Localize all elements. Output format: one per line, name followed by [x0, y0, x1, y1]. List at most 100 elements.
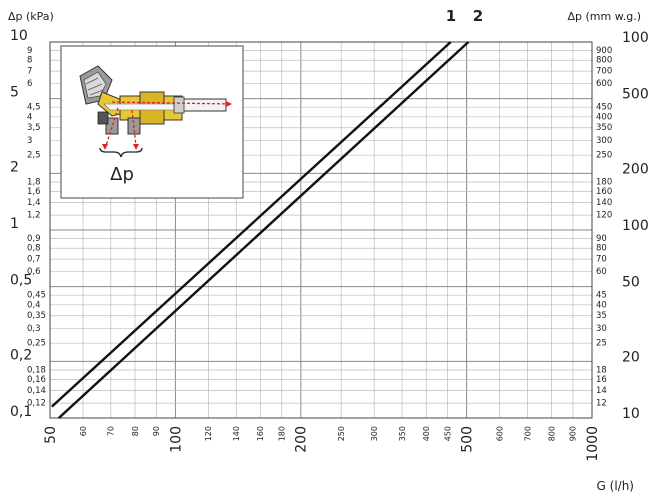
y-tick-label: 8 [27, 56, 32, 66]
y2-tick-label: 70 [596, 255, 607, 265]
y-tick-label: 1,4 [27, 198, 41, 208]
x-tick-label: 700 [523, 426, 532, 441]
y2-tick-label: 800 [596, 56, 612, 66]
x-axis-title: G (l/h) [597, 479, 634, 493]
y2-tick-label: 35 [596, 311, 607, 321]
y-tick-label: 1,2 [27, 211, 41, 221]
y2-tick-label: 400 [596, 112, 612, 122]
y-tick-label: 0,12 [27, 399, 46, 409]
x-tick-label: 160 [256, 426, 265, 441]
y-tick-label: 9 [27, 46, 32, 56]
y2-tick-label: 40 [596, 300, 607, 310]
x-tick-label: 50 [43, 426, 59, 444]
y2-tick-label-major: 50 [622, 275, 640, 291]
valve-illustration [79, 65, 233, 158]
y-tick-label: 4 [27, 112, 32, 122]
y-tick-label-major: 5 [10, 85, 19, 101]
y-tick-label-major: 2 [10, 159, 19, 175]
x-tick-label: 300 [370, 426, 379, 441]
y2-tick-label: 80 [596, 244, 607, 254]
x-tick-label: 80 [131, 426, 140, 436]
y2-tick-label: 450 [596, 103, 612, 113]
y-tick-label: 0,6 [27, 267, 41, 277]
y-tick-label: 1,6 [27, 187, 41, 197]
x-tick-label: 1000 [585, 426, 601, 462]
x-tick-label: 900 [569, 426, 578, 441]
y-axis-ticks: 0,120,140,160,180,250,30,350,40,450,60,7… [10, 28, 46, 420]
y-tick-label: 0,18 [27, 366, 46, 376]
y2-tick-label: 12 [596, 399, 607, 409]
x-tick-label: 450 [443, 426, 452, 441]
y-tick-label: 6 [27, 79, 32, 89]
y-tick-label-major: 0,1 [10, 404, 32, 420]
y2-axis-title: Δp (mm w.g.) [568, 10, 641, 23]
y2-tick-label: 90 [596, 234, 607, 244]
y-tick-label: 1,8 [27, 178, 41, 188]
y-tick-label: 3,5 [27, 123, 41, 133]
y-tick-label: 3 [27, 136, 32, 146]
series-1-line [50, 41, 452, 408]
y-tick-label: 0,3 [27, 324, 41, 334]
y-tick-label: 7 [27, 67, 32, 77]
series-1-label: 1 [446, 7, 456, 25]
series-2-label: 2 [473, 7, 483, 25]
y-tick-label: 0,16 [27, 375, 46, 385]
y2-tick-label: 700 [596, 67, 612, 77]
x-tick-label: 90 [152, 426, 161, 436]
x-tick-label: 180 [278, 426, 287, 441]
y2-tick-label: 45 [596, 291, 607, 301]
x-tick-label: 500 [459, 426, 475, 453]
valve-inset: Δp [60, 45, 244, 199]
y2-tick-label: 300 [596, 136, 612, 146]
y2-tick-label-major: 200 [622, 161, 649, 177]
y-tick-label-major: 1 [10, 216, 19, 232]
y2-tick-label: 350 [596, 123, 612, 133]
x-tick-label: 70 [107, 426, 116, 436]
y-tick-label: 0,25 [27, 339, 46, 349]
y-tick-label: 2,5 [27, 151, 41, 161]
y2-tick-label: 140 [596, 198, 612, 208]
x-tick-label: 250 [337, 426, 346, 441]
y2-tick-label: 25 [596, 339, 607, 349]
y2-tick-label: 160 [596, 187, 612, 197]
y2-tick-label: 600 [596, 79, 612, 89]
x-tick-label: 200 [294, 426, 310, 453]
x-tick-label: 350 [398, 426, 407, 441]
y2-tick-label: 180 [596, 178, 612, 188]
y-axis-title: Δp (kPa) [8, 10, 54, 23]
x-tick-label: 120 [204, 426, 213, 441]
y-tick-label: 0,4 [27, 300, 41, 310]
x-axis-ticks: 60 70 80 90 120 140 160 180 250 300 350 400 450 600 70… [43, 426, 601, 462]
y-tick-label-major: 10 [10, 28, 28, 44]
y2-tick-label-major: 500 [622, 87, 649, 103]
inset-delta-p-label: Δp [110, 164, 134, 185]
x-tick-label: 140 [232, 426, 241, 441]
y2-tick-label-major: 1000 [622, 30, 649, 46]
series-layer [50, 41, 470, 419]
plot-area-frame [49, 41, 593, 419]
x-tick-label: 800 [547, 426, 556, 441]
y2-tick-label: 30 [596, 324, 607, 334]
y2-tick-label-major: 20 [622, 349, 640, 365]
y2-tick-label: 250 [596, 151, 612, 161]
y2-tick-label: 900 [596, 46, 612, 56]
y-tick-label-major: 0,5 [10, 273, 32, 289]
y-tick-label: 0,7 [27, 255, 41, 265]
x-tick-label: 100 [168, 426, 184, 453]
y2-tick-label: 120 [596, 211, 612, 221]
y2-tick-label: 16 [596, 375, 607, 385]
y2-tick-label-major: 10 [622, 406, 640, 422]
y-tick-label: 0,8 [27, 244, 41, 254]
x-tick-label: 60 [79, 426, 88, 436]
x-tick-label: 600 [495, 426, 504, 441]
y2-tick-label: 18 [596, 366, 607, 376]
y2-tick-label-major: 100 [622, 218, 649, 234]
series-2-line [57, 41, 470, 419]
y-tick-label: 0,45 [27, 291, 46, 301]
y2-tick-label: 14 [596, 386, 607, 396]
y-tick-label: 0,9 [27, 234, 41, 244]
y-tick-label-major: 0,2 [10, 347, 32, 363]
y2-tick-label: 60 [596, 267, 607, 277]
